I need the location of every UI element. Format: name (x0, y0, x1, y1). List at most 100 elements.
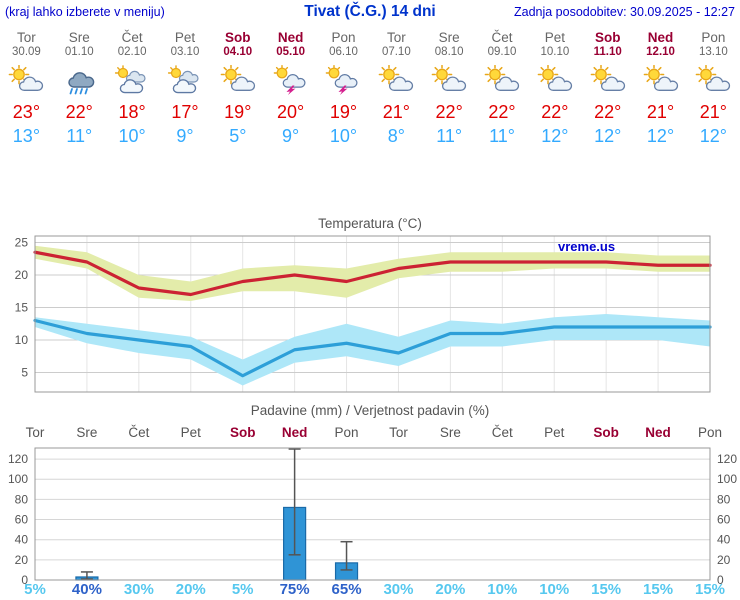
precip-day-label: Sob (229, 425, 256, 440)
day-date: 05.10 (276, 46, 306, 58)
day-min-temp: 13° (12, 126, 41, 146)
day-column: Sre 01.10 22° 11° (53, 30, 106, 147)
day-column: Sob 11.10 22° 12° (581, 30, 634, 147)
day-date: 30.09 (12, 46, 41, 58)
day-name: Pet (174, 30, 196, 45)
thunder-icon (271, 65, 311, 95)
precip-probability: 75% (279, 581, 310, 598)
day-min-temp: 12° (646, 126, 675, 146)
precip-probability: 30% (123, 581, 154, 598)
page-title: Tivat (Č.G.) 14 dni (304, 3, 436, 20)
precip-probability: 30% (383, 581, 414, 598)
svg-text:25: 25 (15, 236, 29, 250)
precip-probability: 65% (331, 581, 362, 598)
partly-cloudy-icon (6, 65, 46, 95)
partly-cloudy-icon (218, 65, 258, 95)
day-date: 07.10 (381, 46, 411, 58)
svg-text:0: 0 (717, 573, 724, 587)
svg-text:100: 100 (8, 472, 28, 486)
svg-text:10: 10 (15, 333, 29, 347)
precip-day-label: Čet (491, 425, 513, 440)
precip-day-label: Tor (25, 425, 45, 440)
day-column: Ned 05.10 20° 9° (264, 30, 317, 147)
day-max-temp: 23° (12, 102, 41, 122)
day-min-temp: 12° (699, 126, 727, 146)
day-date: 11.10 (593, 46, 622, 58)
day-min-temp: 9° (282, 126, 300, 146)
day-min-temp: 10° (118, 126, 146, 146)
day-min-temp: 12° (594, 126, 622, 146)
svg-text:40: 40 (15, 533, 29, 547)
svg-text:120: 120 (717, 452, 737, 466)
day-name: Čet (491, 30, 513, 45)
precip-day-label: Pet (544, 425, 565, 440)
day-max-temp: 17° (171, 102, 199, 122)
partly-cloudy-icon (429, 65, 469, 95)
svg-text:vreme.us: vreme.us (558, 239, 615, 254)
svg-text:80: 80 (15, 492, 29, 506)
day-min-temp: 5° (229, 126, 247, 146)
svg-text:80: 80 (717, 492, 731, 506)
day-max-temp: 22° (594, 102, 622, 122)
precipitation-day-labels: Tor Sre Čet Pet Sob Ned Pon Tor Sre Čet Pet Sob Ned P… (0, 425, 740, 441)
precip-probability: 15% (591, 581, 622, 598)
precip-day-label: Ned (645, 425, 671, 440)
day-date: 06.10 (329, 46, 358, 58)
thunder-icon (323, 65, 363, 95)
day-name: Ned (647, 30, 674, 45)
day-column: Čet 09.10 22° 11° (476, 30, 529, 147)
day-max-temp: 21° (699, 102, 727, 122)
partly-cloudy-icon (482, 65, 522, 95)
precip-day-label: Čet (128, 425, 150, 440)
day-max-temp: 21° (646, 102, 675, 122)
precip-probability: 5% (231, 581, 254, 598)
day-name: Tor (386, 30, 406, 45)
precip-day-label: Sre (76, 425, 98, 440)
precip-probability: 10% (487, 581, 518, 598)
cloudy-icon (165, 65, 205, 95)
day-column: Pon 13.10 21° 12° (687, 30, 740, 147)
day-column: Pet 03.10 17° 9° (159, 30, 212, 147)
day-max-temp: 22° (488, 102, 516, 122)
day-max-temp: 19° (329, 102, 358, 122)
rain-icon (59, 65, 99, 95)
day-max-temp: 19° (224, 102, 252, 122)
day-date: 08.10 (434, 46, 464, 58)
svg-text:15: 15 (15, 301, 29, 315)
precip-probability: 20% (175, 581, 206, 598)
precipitation-chart-title: Padavine (mm) / Verjetnost padavin (%) (250, 403, 490, 418)
day-min-temp: 9° (176, 126, 194, 146)
temperature-chart-title: Temperatura (°C) (318, 216, 422, 231)
day-min-temp: 11° (436, 126, 463, 146)
partly-cloudy-icon (535, 65, 575, 95)
day-max-temp: 21° (382, 102, 410, 122)
day-name: Sre (68, 30, 90, 45)
svg-text:5: 5 (21, 366, 28, 380)
day-date: 04.10 (223, 46, 253, 58)
svg-text:20: 20 (717, 553, 731, 567)
precip-probability: 15% (694, 581, 726, 598)
day-max-temp: 20° (277, 102, 305, 122)
svg-text:120: 120 (8, 452, 28, 466)
day-name: Čet (121, 30, 143, 45)
svg-text:60: 60 (717, 513, 731, 527)
day-column: Čet 02.10 18° 10° (106, 30, 159, 147)
day-column: Ned 12.10 21° 12° (634, 30, 687, 147)
day-name: Ned (277, 30, 304, 45)
day-max-temp: 18° (118, 102, 146, 122)
day-date: 12.10 (646, 46, 675, 58)
precip-day-label: Pet (180, 425, 201, 440)
precip-day-label: Sob (593, 425, 619, 440)
day-date: 09.10 (487, 46, 517, 58)
svg-text:20: 20 (15, 268, 29, 282)
day-min-temp: 11° (66, 126, 93, 146)
day-column: Sob 04.10 19° 5° (211, 30, 264, 147)
day-column: Pon 06.10 19° 10° (317, 30, 370, 147)
location-menu-note: (kraj lahko izberete v meniju) (5, 5, 165, 19)
day-column: Pet 10.10 22° 12° (528, 30, 581, 147)
day-min-temp: 12° (541, 126, 569, 146)
day-date: 03.10 (170, 46, 200, 58)
precip-probability: 5% (24, 581, 46, 598)
day-name: Sre (438, 30, 460, 45)
day-name: Sob (225, 30, 251, 45)
